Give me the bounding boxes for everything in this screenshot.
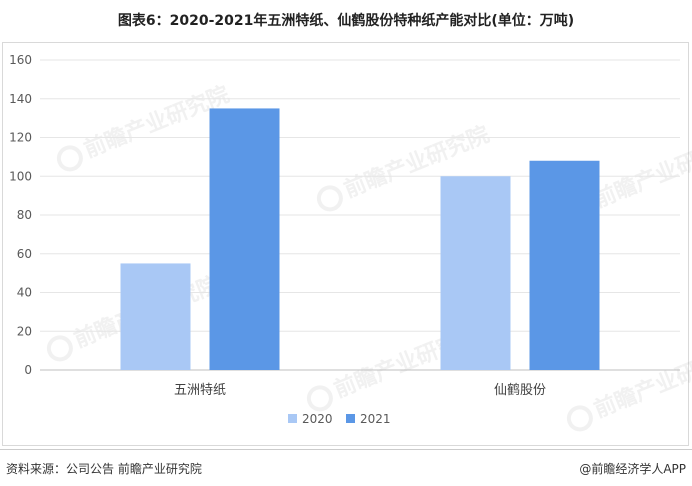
y-tick-label: 40 [17, 286, 32, 300]
legend-label: 2020 [302, 412, 333, 426]
x-category-label: 五洲特纸 [174, 383, 226, 398]
chart-frame [2, 42, 689, 446]
y-tick-label: 20 [17, 324, 32, 338]
bar-2020 [120, 263, 191, 370]
y-tick-label: 160 [9, 53, 32, 67]
bar-2020 [440, 176, 511, 370]
legend-label: 2021 [360, 412, 391, 426]
legend-swatch-2020 [288, 414, 297, 423]
y-tick-label: 80 [17, 208, 32, 222]
y-tick-label: 140 [9, 92, 32, 106]
footer-divider [0, 449, 692, 450]
bar-chart: 0 20 40 60 80 100 120 140 160 五洲特纸 仙鹤股份 2020 2021 [9, 53, 680, 426]
y-tick-label: 100 [9, 169, 32, 183]
y-tick-label: 120 [9, 131, 32, 145]
bar-2021 [529, 160, 600, 370]
brand-credit: @前瞻经济学人APP [579, 462, 686, 476]
y-tick-label: 60 [17, 247, 32, 261]
bar-2021 [209, 108, 280, 370]
y-tick-label: 0 [24, 363, 32, 377]
x-category-label: 仙鹤股份 [494, 382, 546, 398]
legend-swatch-2021 [346, 414, 355, 423]
source-note: 资料来源：公司公告 前瞻产业研究院 [6, 462, 202, 476]
chart-title: 图表6：2020-2021年五洲特纸、仙鹤股份特种纸产能对比(单位：万吨) [117, 13, 575, 29]
